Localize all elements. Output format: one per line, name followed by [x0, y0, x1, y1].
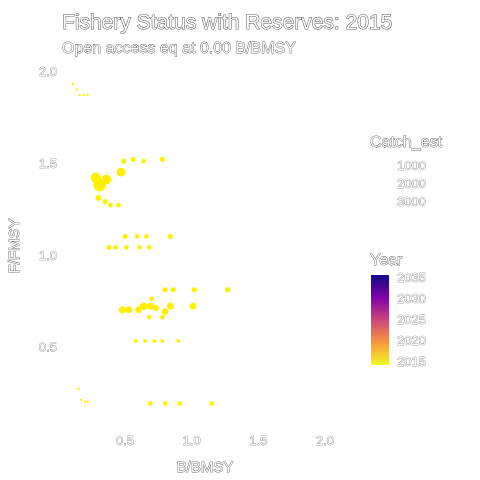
legend-year-label: 2025 [397, 312, 426, 327]
data-point [146, 314, 152, 320]
chart-subtitle: Open access eq at 0.00 B/BMSY [62, 40, 296, 57]
data-point [86, 400, 89, 403]
data-point [137, 245, 142, 250]
y-axis-ticks: 0.5 1.0 1.5 2.0 [39, 64, 58, 355]
data-point [75, 88, 79, 91]
plot-area [71, 82, 231, 406]
data-point [130, 156, 136, 162]
data-point [78, 93, 81, 97]
data-point [209, 401, 214, 406]
x-tick-label: 0.5 [116, 433, 134, 448]
data-point [86, 93, 89, 97]
data-point [160, 339, 165, 344]
x-tick-label: 2.0 [316, 433, 334, 448]
legend-catch-label: 3000 [397, 194, 426, 209]
legend-year: Year 2035 2030 2025 2020 2015 [370, 252, 427, 370]
data-point [144, 234, 149, 239]
x-tick-label: 1.5 [249, 433, 267, 448]
y-tick-label: 2.0 [39, 64, 57, 79]
data-point [149, 296, 154, 302]
data-point [118, 306, 126, 314]
data-point [160, 314, 165, 320]
data-point [102, 198, 108, 205]
legend-year-label: 2030 [397, 291, 426, 306]
legend-catch-label: 1000 [397, 158, 426, 173]
data-point [79, 398, 83, 402]
data-point [116, 167, 126, 177]
data-point [116, 202, 121, 208]
legend-catch-label: 2000 [397, 176, 426, 191]
data-point [159, 156, 165, 162]
data-point [191, 287, 197, 293]
data-point [106, 244, 112, 250]
legend-year-label: 2015 [397, 354, 426, 369]
legend-catch-title: Catch_est [370, 134, 443, 151]
data-point [152, 304, 159, 312]
data-point [141, 158, 146, 164]
data-point [162, 401, 168, 406]
data-point [133, 339, 138, 344]
data-point [135, 306, 142, 314]
data-point [166, 302, 174, 310]
data-point [162, 287, 168, 293]
data-point [122, 233, 128, 239]
data-point [170, 287, 176, 293]
data-point [143, 339, 147, 344]
y-tick-label: 1.0 [39, 248, 57, 263]
data-point [167, 233, 173, 239]
x-axis-label: B/BMSY [177, 459, 234, 476]
data-point [148, 401, 153, 406]
data-point [71, 82, 75, 86]
data-point [113, 245, 118, 250]
data-point [224, 286, 231, 293]
legend-year-title: Year [370, 252, 403, 269]
data-point [146, 302, 154, 310]
data-point [125, 306, 133, 314]
data-point [95, 194, 102, 201]
chart-title: Fishery Status with Reserves: 2015 [62, 11, 392, 34]
data-point [161, 308, 169, 316]
y-axis-label: F/FMSY [6, 219, 23, 274]
legend-catch: Catch_est 1000 2000 3000 [370, 134, 443, 210]
data-point [101, 174, 112, 185]
x-tick-label: 1.0 [183, 433, 201, 448]
legend-year-colorbar [371, 275, 389, 365]
data-point [121, 158, 127, 164]
data-point [177, 401, 182, 406]
x-axis-ticks: 0.5 1.0 1.5 2.0 [116, 433, 335, 449]
data-point [124, 245, 129, 250]
data-point [152, 339, 157, 344]
data-point [176, 339, 181, 344]
data-point [189, 302, 197, 310]
data-point [134, 234, 140, 239]
data-point [108, 202, 113, 208]
data-point [146, 245, 152, 250]
data-point [82, 93, 85, 97]
legend-year-label: 2035 [397, 270, 426, 285]
data-point [77, 387, 80, 390]
legend-year-label: 2020 [397, 333, 426, 348]
y-tick-label: 1.5 [39, 156, 57, 171]
data-point [139, 302, 148, 310]
y-tick-label: 0.5 [39, 340, 57, 355]
data-point [83, 400, 87, 403]
